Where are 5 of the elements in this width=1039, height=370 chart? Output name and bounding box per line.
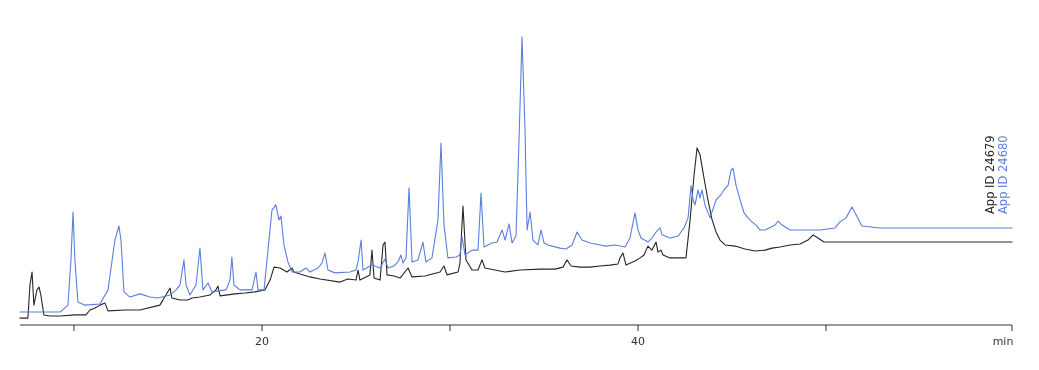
x-tick-label: 20 [254,335,269,348]
text: App ID 24680 [996,135,1010,214]
x-axis-title: min [992,335,1014,348]
x-tick-label: 40 [631,335,646,348]
text: App ID 24679 [983,135,997,214]
